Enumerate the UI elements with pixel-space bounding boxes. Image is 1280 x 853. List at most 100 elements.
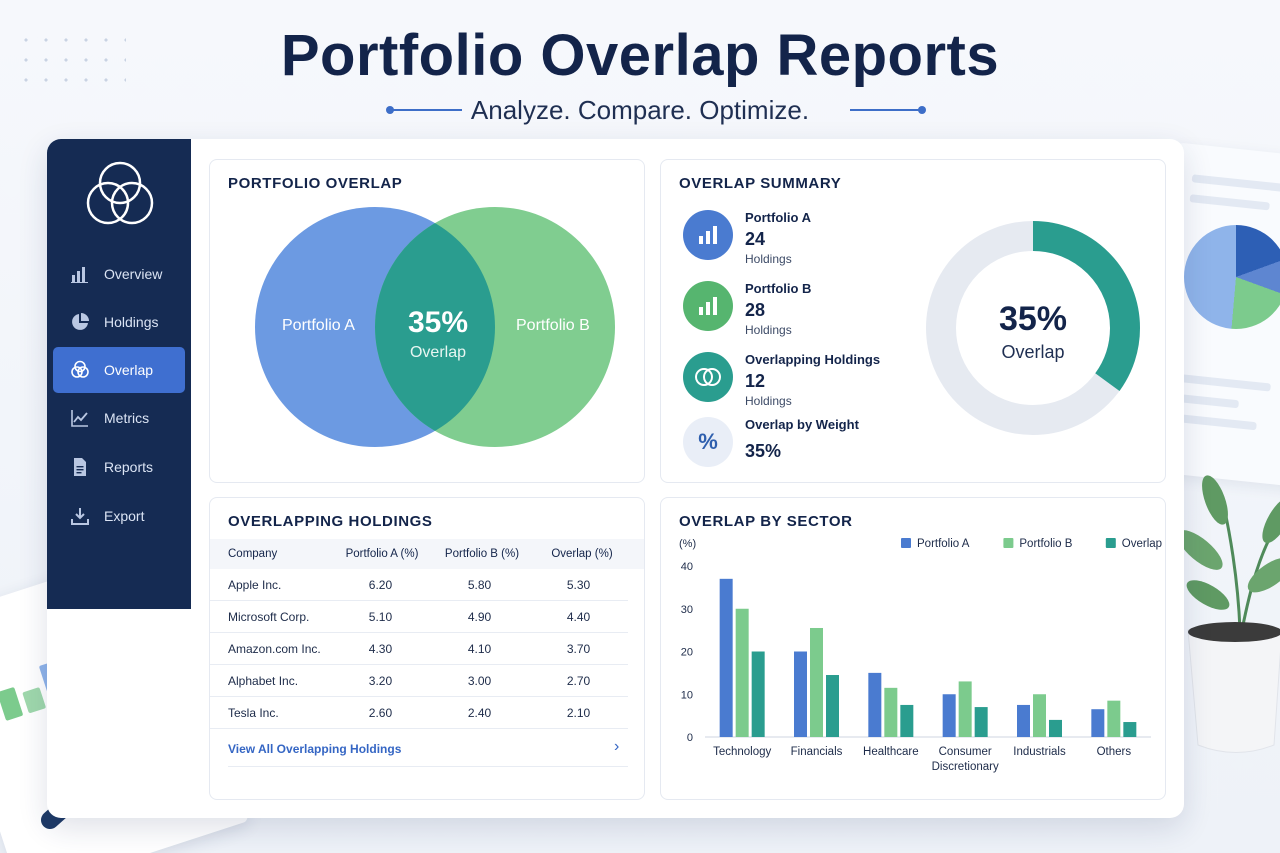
sidebar-item-metrics[interactable]: Metrics (53, 395, 185, 441)
cell-company: Amazon.com Inc. (228, 641, 321, 656)
summary-label: Portfolio A (745, 210, 811, 225)
column-header: Company (228, 548, 278, 560)
summary-item-portfolio-b: Portfolio B 28 Holdings (683, 281, 943, 341)
cell-company: Apple Inc. (228, 577, 282, 592)
table-row[interactable]: Tesla Inc. 2.60 2.40 2.10 (210, 697, 628, 729)
panel-title: OVERLAP SUMMARY (679, 175, 842, 192)
portfolio-overlap-panel: PORTFOLIO OVERLAP Portfolio A Portfolio … (209, 159, 645, 483)
x-tick-label: Consumer (939, 746, 992, 758)
cell-overlap: 5.30 (566, 577, 591, 592)
sidebar-item-label: Reports (104, 459, 154, 475)
hero-title: Portfolio Overlap Reports (280, 23, 1000, 88)
sidebar: Overview Holdings Overlap Metrics Report… (47, 139, 191, 609)
column-header: Overlap (%) (551, 548, 613, 560)
bar-overlap (1049, 719, 1062, 737)
table-row[interactable]: Apple Inc. 6.20 5.80 5.30 (210, 569, 628, 601)
donut-label: Overlap (1001, 342, 1065, 362)
donut-percent: 35% (998, 300, 1068, 338)
view-all-holdings-link[interactable]: View All Overlapping Holdings (228, 742, 402, 756)
y-tick-label: 10 (681, 689, 693, 701)
bar-chart-icon (71, 267, 88, 283)
overlap-by-sector-panel: OVERLAP BY SECTOR (%) 0 10 20 30 40 Technology… (660, 497, 1166, 800)
venn-label-b: Portfolio B (516, 317, 590, 334)
sidebar-item-holdings[interactable]: Holdings (53, 299, 185, 345)
legend-label: Portfolio B (1019, 538, 1072, 550)
sidebar-item-export[interactable]: Export (53, 493, 185, 539)
cell-company: Microsoft Corp. (228, 609, 310, 624)
sidebar-item-label: Overview (104, 266, 163, 282)
bar-portfolio-b (810, 627, 823, 737)
bar-portfolio-b (735, 608, 749, 737)
summary-item-portfolio-a: Portfolio A 24 Holdings (683, 210, 943, 270)
subtitle-rule-right (850, 106, 926, 114)
sidebar-item-label: Holdings (104, 314, 159, 330)
x-tick-label: Financials (791, 746, 843, 758)
app-window: Overview Holdings Overlap Metrics Report… (47, 139, 1184, 818)
summary-label: Overlapping Holdings (745, 352, 881, 367)
venn-diagram (255, 207, 615, 447)
summary-unit: Holdings (745, 394, 792, 408)
cell-portfolio-b: 3.00 (467, 673, 492, 688)
bar-portfolio-a (942, 694, 956, 737)
summary-value: 12 (745, 371, 766, 391)
x-tick-label: Others (1097, 746, 1132, 758)
sidebar-item-overlap[interactable]: Overlap (53, 347, 185, 393)
download-icon (71, 508, 89, 525)
table-header: Company Portfolio A (%) Portfolio B (%) … (210, 539, 644, 569)
chevron-right-icon[interactable]: › (614, 738, 620, 755)
table-row[interactable]: Amazon.com Inc. 4.30 4.10 3.70 (210, 633, 628, 665)
legend-swatch (901, 538, 911, 548)
cell-portfolio-a: 6.20 (368, 577, 393, 592)
overlapping-holdings-panel: OVERLAPPING HOLDINGS Company Portfolio A… (209, 497, 645, 800)
summary-label: Portfolio B (745, 281, 812, 296)
column-header: Portfolio A (%) (345, 548, 419, 560)
y-tick-label: 0 (687, 732, 693, 744)
bar-portfolio-b (1107, 700, 1121, 737)
cell-company: Tesla Inc. (228, 705, 279, 720)
bar-portfolio-b (884, 687, 898, 737)
y-tick-label: 30 (681, 604, 693, 616)
bar-portfolio-a (1017, 704, 1030, 737)
cell-portfolio-a: 3.20 (368, 673, 393, 688)
bar-chart-icon (683, 281, 733, 331)
pie-chart-icon (72, 313, 89, 330)
bar-portfolio-a (794, 651, 807, 737)
decorative-dots (16, 30, 126, 90)
bar-portfolio-b (958, 681, 972, 737)
x-tick-label: Industrials (1013, 746, 1066, 758)
panel-title: OVERLAPPING HOLDINGS (228, 513, 433, 530)
summary-item-overlapping-holdings: Overlapping Holdings 12 Holdings (683, 352, 943, 412)
donut-overlap-arc (926, 221, 1140, 435)
panel-title: PORTFOLIO OVERLAP (228, 175, 403, 192)
sidebar-item-overview[interactable]: Overview (53, 251, 185, 297)
column-header: Portfolio B (%) (444, 548, 520, 560)
y-axis-label: (%) (679, 538, 696, 550)
bar-overlap (826, 675, 839, 737)
legend-label: Portfolio A (917, 538, 970, 550)
venn-logo-icon (86, 161, 154, 225)
bar-overlap (900, 704, 914, 737)
table-row[interactable]: Alphabet Inc. 3.20 3.00 2.70 (210, 665, 628, 697)
bar-overlap (751, 651, 765, 737)
summary-label: Overlap by Weight (745, 417, 859, 432)
cell-portfolio-b: 4.90 (467, 609, 492, 624)
overlap-donut (926, 221, 1140, 435)
decorative-pie-icon (1184, 225, 1280, 329)
sidebar-item-label: Export (104, 508, 145, 524)
x-tick-label: Discretionary (932, 761, 999, 773)
sidebar-item-label: Metrics (104, 410, 150, 426)
summary-item-overlap-by-weight: % Overlap by Weight 35% (683, 417, 943, 477)
venn-overlap-label: Overlap (409, 344, 467, 361)
y-tick-label: 40 (681, 561, 693, 573)
bar-chart-icon (683, 210, 733, 260)
venn-icon (71, 360, 89, 378)
legend-swatch (1105, 538, 1116, 548)
cell-portfolio-b: 2.40 (467, 705, 492, 720)
cell-overlap: 2.10 (566, 705, 591, 720)
sidebar-item-reports[interactable]: Reports (53, 444, 185, 490)
sidebar-item-label: Overlap (104, 362, 154, 378)
overlap-summary-panel: OVERLAP SUMMARY Portfolio A 24 Holdings … (660, 159, 1166, 483)
cell-overlap: 2.70 (566, 673, 591, 688)
divider (228, 766, 628, 767)
table-row[interactable]: Microsoft Corp. 5.10 4.90 4.40 (210, 601, 628, 633)
